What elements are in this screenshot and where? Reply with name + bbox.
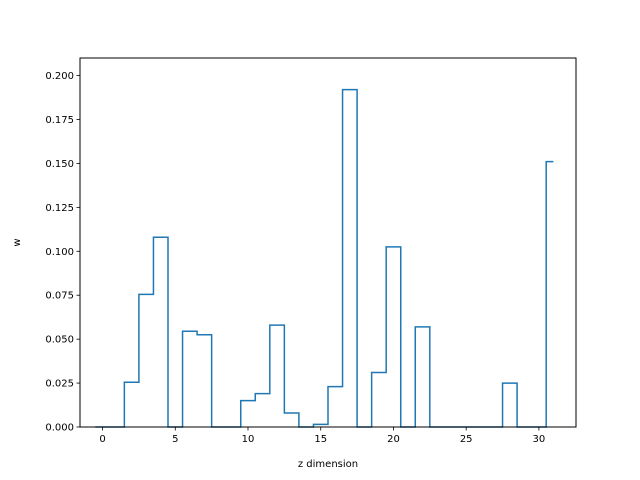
x-tick-label: 5 [172, 434, 178, 445]
y-tick-label: 0.075 [45, 291, 74, 302]
axis-ticks: 0 5 10 15 20 25 30 0.000 0.025 0.050 0.075 0.100 0.1… [45, 71, 545, 445]
x-tick-label: 30 [533, 434, 546, 445]
y-tick-label: 0.050 [45, 335, 74, 346]
y-tick-label: 0.125 [45, 203, 74, 214]
x-tick-label: 15 [314, 434, 327, 445]
y-tick-label: 0.200 [45, 71, 74, 82]
y-tick-label: 0.025 [45, 379, 74, 390]
y-tick-label: 0.100 [45, 247, 74, 258]
plot-frame [79, 57, 577, 428]
y-axis-label: w [12, 238, 23, 246]
x-tick-label: 20 [387, 434, 400, 445]
x-axis-label: z dimension [298, 459, 358, 470]
x-tick-label: 10 [242, 434, 255, 445]
y-tick-label: 0.150 [45, 159, 74, 170]
x-tick-label: 0 [99, 434, 105, 445]
x-tick-label: 25 [460, 434, 473, 445]
y-tick-label: 0.175 [45, 115, 74, 126]
y-tick-label: 0.000 [45, 423, 74, 434]
